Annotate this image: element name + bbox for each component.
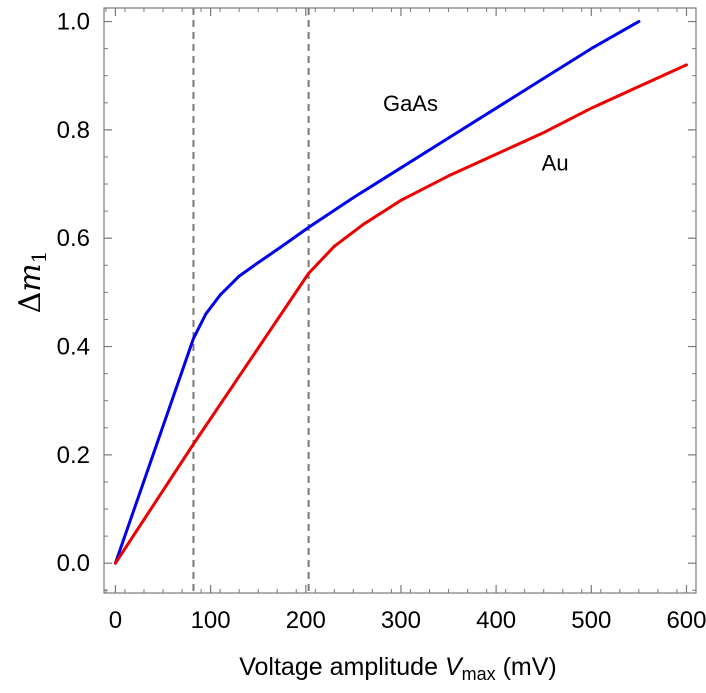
series-line-gaas <box>113 20 641 565</box>
y-tick-label: 0.6 <box>57 225 90 252</box>
y-axis-label-delta: Δ <box>13 292 48 314</box>
x-tick-label: 0 <box>109 607 122 634</box>
x-axis-label: Voltage amplitude Vmax (mV) <box>239 653 557 684</box>
plot-frame <box>103 7 697 594</box>
x-axis-label-var: V <box>445 653 464 681</box>
reference-lines <box>192 8 310 593</box>
x-tick-label: 100 <box>191 607 231 634</box>
y-tick-label: 0.0 <box>57 550 90 577</box>
x-axis-label-sub: max <box>462 664 496 684</box>
series-label-au: Au <box>542 151 569 176</box>
plot-border <box>103 7 697 594</box>
series-layer <box>113 20 688 565</box>
y-axis-label-sub: 1 <box>27 251 51 264</box>
x-tick-label: 500 <box>571 607 611 634</box>
ticks-layer: 0 100 200 300 400 500 600 0.0 0.2 0.4 0.6 0.8 1.0 <box>57 8 706 634</box>
x-tick-label: 600 <box>666 607 706 634</box>
x-axis-label-prefix: Voltage amplitude <box>239 653 445 681</box>
x-tick-label: 300 <box>381 607 421 634</box>
x-tick-label: 400 <box>476 607 516 634</box>
y-axis-label-var: m <box>13 263 48 291</box>
x-axis-label-unit: (mV) <box>496 653 557 681</box>
y-tick-label: 0.2 <box>57 442 90 469</box>
series-line-au <box>113 63 688 565</box>
y-axis-label: Δm1 <box>13 251 51 314</box>
y-tick-label: 0.8 <box>57 117 90 144</box>
y-tick-label: 1.0 <box>57 9 90 36</box>
series-label-gaas: GaAs <box>383 91 438 116</box>
x-tick-label: 200 <box>286 607 326 634</box>
y-tick-label: 0.4 <box>57 334 90 361</box>
annotation-layer: GaAs Au <box>383 91 569 176</box>
